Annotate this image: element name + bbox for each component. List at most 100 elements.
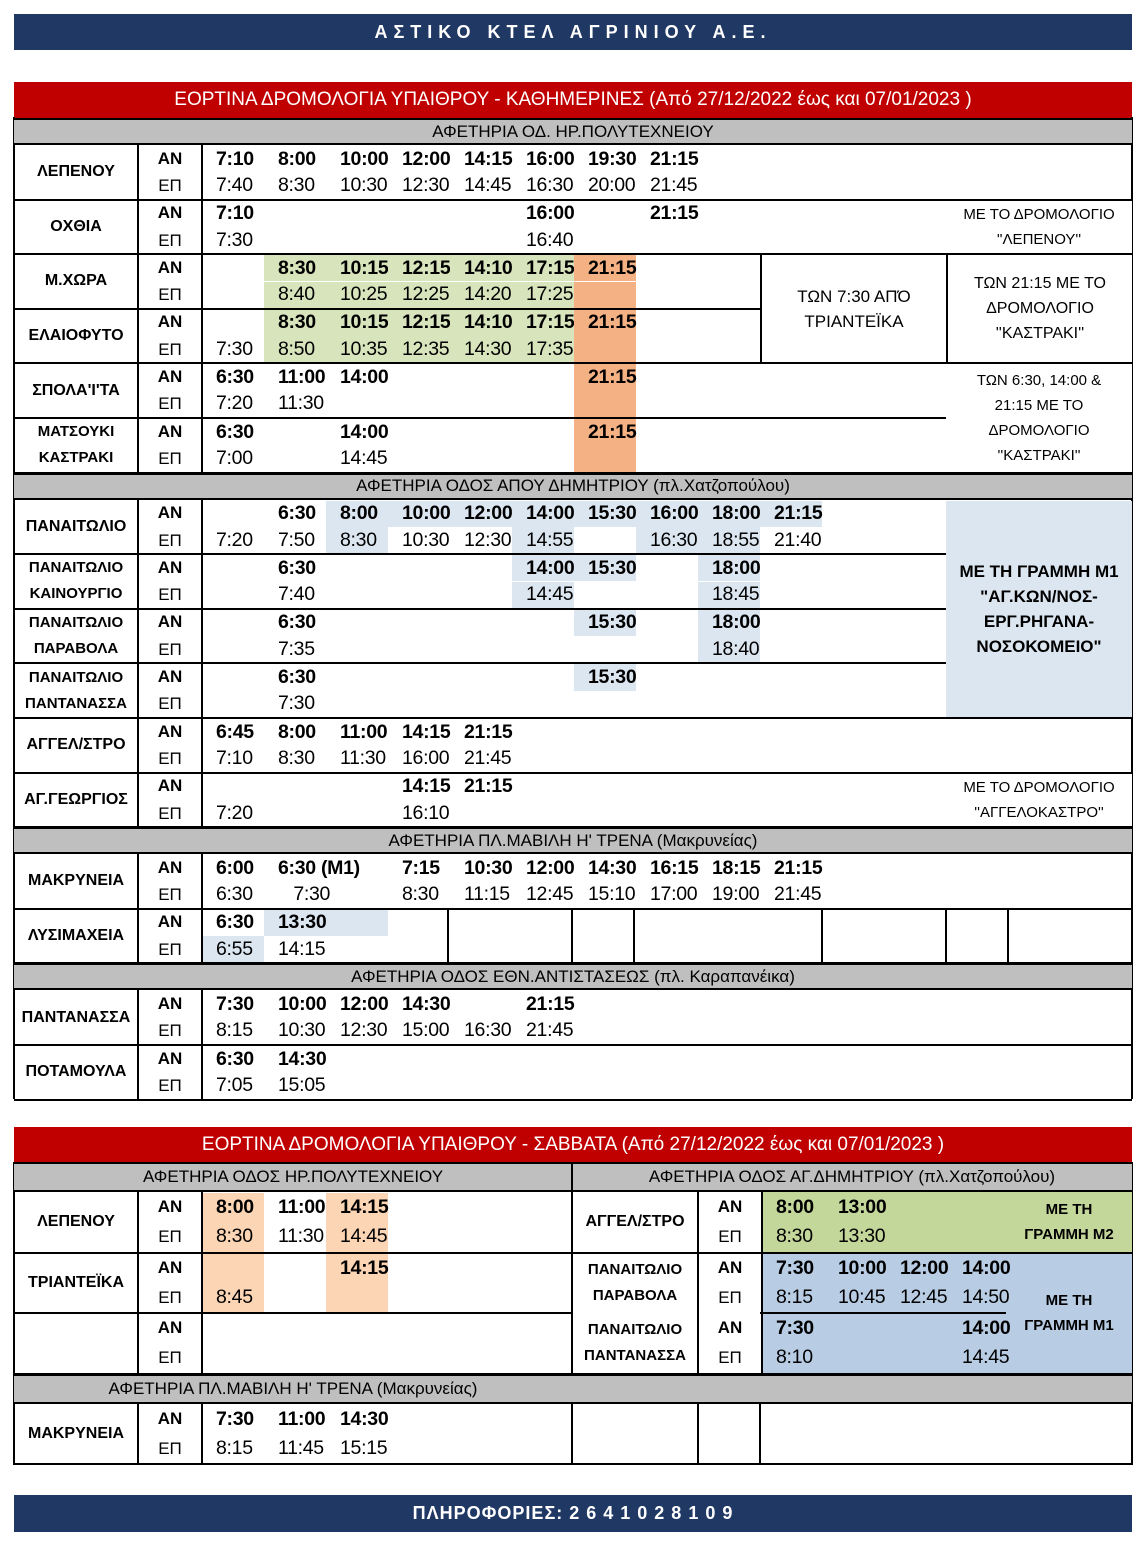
departure-time: 14:45	[962, 1346, 1010, 1369]
station-name: Μ.ΧΩΡΑ	[44, 272, 108, 290]
direction-label-ep: ΕΠ	[158, 694, 182, 714]
departure-time: 13:00	[838, 1196, 887, 1219]
departure-time: 18:40	[698, 636, 760, 663]
direction-label-an: ΑΝ	[157, 421, 183, 441]
divider	[201, 363, 203, 418]
divider	[137, 254, 139, 309]
departure-time: 18:00	[698, 500, 761, 527]
section-header: ΑΦΕΤΗΡΙΑ ΟΔ. ΗΡ.ΠΟΛΥΤΕΧΝΕΙΟΥ	[14, 118, 1132, 145]
departure-time: 10:30	[340, 173, 388, 196]
departure-time: 6:30	[216, 420, 254, 443]
divider	[201, 1045, 203, 1100]
divider	[571, 1162, 573, 1465]
direction-label-ep: ΕΠ	[158, 585, 182, 605]
departure-time: 21:15	[760, 500, 823, 527]
divider	[137, 308, 139, 364]
direction-label-ep: ΕΠ	[158, 803, 182, 823]
departure-time: 14:00	[340, 366, 389, 389]
station-name: ΠΟΤΑΜΟΥΛΑ	[25, 1063, 127, 1081]
divider	[201, 418, 203, 473]
departure-time: 7:30	[216, 228, 253, 251]
departure-time: 15:00	[402, 1019, 450, 1042]
departure-time: 14:45	[340, 446, 388, 469]
divider	[14, 417, 1132, 419]
departure-time: 10:00	[838, 1256, 887, 1279]
divider	[14, 198, 1132, 201]
direction-label-an: ΑΝ	[157, 257, 183, 277]
divider	[201, 908, 203, 964]
station-name	[14, 1313, 138, 1374]
route-note: ΤΩΝ 7:30 ΑΠΌ ΤΡΙΑΝΤΕΪΚΑ	[760, 255, 946, 363]
saturday-schedule-title: ΕΟΡΤΙΝΑ ΔΡΟΜΟΛΟΓΙΑ ΥΠΑΙΘΡΟΥ - ΣΑΒΒΑΤΑ (Α…	[14, 1127, 1132, 1162]
departure-time: 8:50	[264, 336, 326, 363]
direction-label-ep: ΕΠ	[158, 1438, 182, 1458]
departure-time: 12:00	[402, 147, 451, 170]
divider	[14, 307, 1132, 310]
departure-time: 11:30	[340, 746, 386, 769]
departure-time: 10:30	[278, 1019, 326, 1042]
divider	[137, 718, 139, 773]
direction-label-ep: ΕΠ	[158, 639, 182, 659]
departure-time: 21:15	[650, 147, 699, 170]
departure-time: 8:00	[202, 1193, 264, 1223]
departure-time: 14:30	[340, 1407, 389, 1430]
departure-time: 6:55	[202, 936, 264, 963]
divider	[14, 553, 1132, 556]
divider	[14, 1044, 1132, 1046]
route-note: ΤΩΝ 21:15 ΜΕ ΤΟ ΔΡΟΜΟΛΟΓΙΟ ''ΚΑΣΤΡΑΚΙ''	[946, 255, 1132, 363]
departure-time: 14:30	[588, 856, 637, 879]
divider	[14, 907, 1132, 910]
divider	[137, 1403, 139, 1464]
divider	[14, 362, 1132, 365]
departure-time: 13:30	[838, 1225, 886, 1248]
divider	[201, 254, 203, 309]
divider	[201, 145, 203, 200]
direction-label-an: ΑΝ	[157, 203, 183, 223]
departure-time	[326, 1282, 388, 1312]
departure-time	[574, 281, 636, 308]
direction-label-ep: ΕΠ	[718, 1227, 742, 1247]
departure-time: 15:05	[278, 1073, 326, 1096]
departure-time: 21:15	[774, 856, 823, 879]
departure-time: 8:30	[402, 883, 439, 906]
departure-time: 10:45	[838, 1285, 886, 1308]
divider	[201, 499, 203, 555]
departure-time: 12:15	[388, 309, 451, 337]
route-note: ΜΕ ΤΟ ΔΡΟΜΟΛΟΓΙΟ ''ΑΓΓΕΛΟΚΑΣΤΡΟ''	[946, 773, 1132, 827]
divider	[137, 608, 139, 664]
departure-time: 12:30	[402, 173, 450, 196]
divider	[761, 1313, 763, 1374]
departure-time: 11:45	[278, 1436, 324, 1459]
departure-time: 6:30	[216, 911, 254, 934]
departure-time: 21:45	[526, 1019, 574, 1042]
departure-time: 12:30	[340, 1019, 388, 1042]
departure-time: 6:30	[278, 611, 316, 634]
departure-time: 14:00	[340, 420, 389, 443]
divider	[201, 663, 203, 718]
line-m2-block	[762, 1192, 1132, 1253]
divider	[201, 1313, 203, 1374]
departure-time: 13:30 (M1)	[264, 909, 371, 937]
direction-label-an: ΑΝ	[157, 994, 183, 1014]
divider	[447, 908, 449, 964]
divider	[137, 908, 139, 964]
departure-time: 8:00	[278, 720, 316, 743]
departure-time: 17:15	[512, 309, 575, 337]
departure-time: 7:30	[776, 1317, 814, 1340]
departure-time: 6:30	[216, 883, 253, 906]
departure-time: 18:55	[698, 526, 760, 554]
divider	[1007, 908, 1009, 964]
departure-time: 16:00	[402, 746, 450, 769]
departure-time: 11:30	[278, 392, 324, 415]
departure-time: 18:00	[698, 609, 761, 637]
divider	[201, 1192, 203, 1253]
departure-time: 10:30	[402, 528, 450, 551]
departure-time: 7:40	[278, 583, 315, 606]
departure-time: 12:25	[388, 281, 450, 308]
station-name: ΛΕΠΕΝΟΥ	[37, 1213, 115, 1231]
departure-time: 12:00	[450, 500, 513, 527]
info-phone-footer: ΠΛΗΡΟΦΟΡΙΕΣ: 2 6 4 1 0 2 8 1 0 9	[14, 1495, 1132, 1532]
departure-time: 7:40	[216, 173, 253, 196]
divider	[697, 1192, 699, 1253]
